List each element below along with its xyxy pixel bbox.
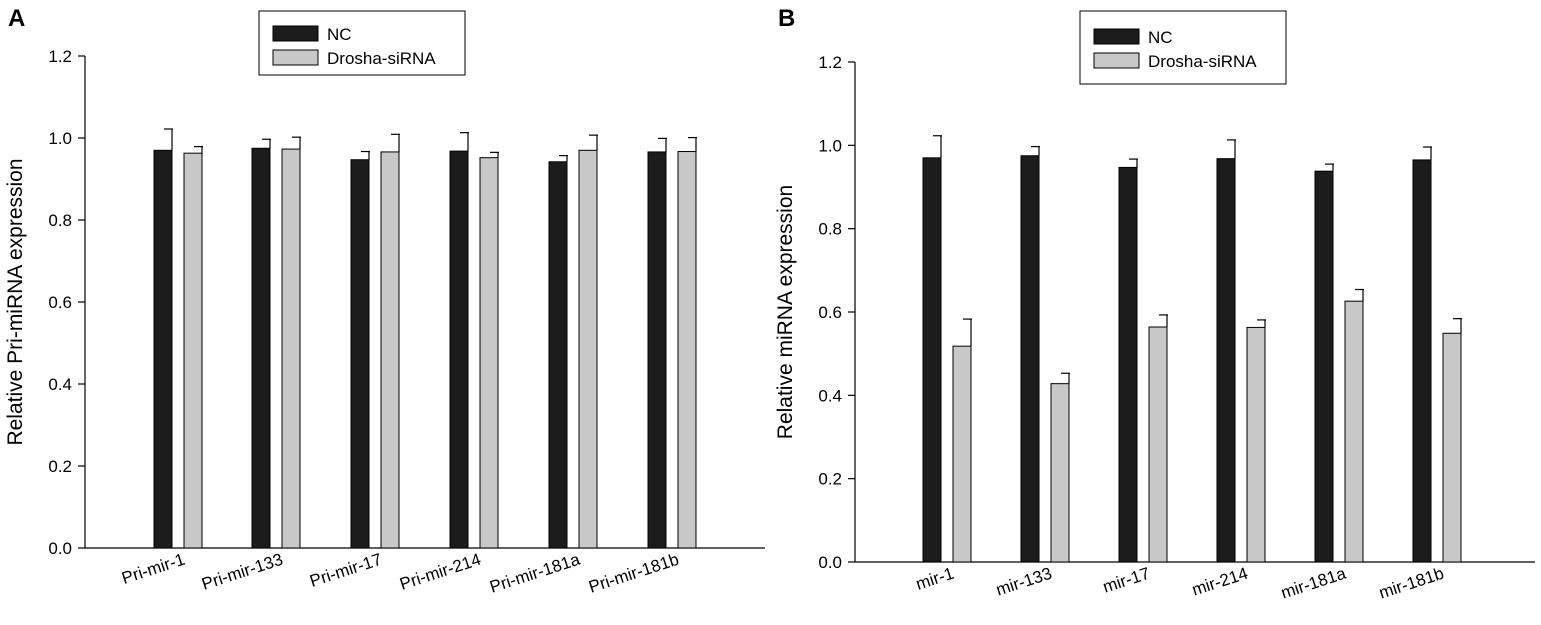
bar-drosha-pri-mir-181a	[578, 149, 598, 549]
bar-nc-pri-mir-1	[153, 149, 173, 549]
y-tick-label: 0.4	[48, 375, 72, 394]
bar-nc-mir-214	[1216, 158, 1236, 563]
legend-label: NC	[327, 25, 352, 44]
legend-swatch-nc	[272, 25, 319, 42]
y-axis-title: Relative miRNA expression	[774, 185, 797, 439]
bar-drosha-mir-214	[1246, 326, 1266, 563]
bar-drosha-pri-mir-133	[281, 148, 301, 549]
y-axis-title: Relative Pri-miRNA expression	[4, 158, 27, 445]
bar-nc-pri-mir-133	[251, 147, 271, 549]
x-category-label: mir-214	[1190, 564, 1251, 600]
x-category-label: Pri-mir-214	[397, 550, 483, 594]
x-category-label: Pri-mir-133	[199, 550, 285, 594]
x-category-label: Pri-mir-17	[307, 550, 384, 591]
bar-nc-pri-mir-181b	[647, 151, 667, 549]
bar-drosha-pri-mir-17	[380, 151, 400, 549]
legend-box	[1079, 10, 1287, 85]
bar-nc-pri-mir-17	[350, 159, 370, 549]
x-category-label: Pri-mir-181a	[487, 550, 582, 597]
y-tick-label: 0.2	[818, 470, 842, 489]
panel-label: A	[8, 5, 25, 32]
y-tick-label: 0.2	[48, 457, 72, 476]
y-tick-label: 1.0	[818, 136, 842, 155]
x-category-label: Pri-mir-1	[119, 550, 187, 588]
y-tick-label: 1.2	[818, 53, 842, 72]
legend: NC Drosha-siRNA	[1079, 10, 1287, 85]
legend-swatch-drosha	[1093, 52, 1140, 69]
y-tick-label: 1.2	[48, 47, 72, 66]
y-tick-label: 0.6	[818, 303, 842, 322]
bar-nc-mir-1	[922, 157, 942, 563]
bar-drosha-mir-181a	[1344, 300, 1364, 563]
x-category-label: Pri-mir-181b	[586, 550, 681, 597]
bar-nc-mir-17	[1118, 166, 1138, 563]
x-category-label: mir-1	[914, 564, 957, 594]
legend-label: Drosha-siRNA	[327, 49, 436, 68]
y-tick-label: 1.0	[48, 129, 72, 148]
legend-swatch-nc	[1093, 28, 1140, 45]
y-tick-label: 0.6	[48, 293, 72, 312]
bar-drosha-pri-mir-1	[183, 152, 203, 549]
bar-drosha-mir-133	[1050, 383, 1070, 563]
bar-drosha-pri-mir-181b	[677, 151, 697, 549]
x-category-label: mir-133	[994, 564, 1055, 600]
panel-label: B	[778, 5, 795, 32]
x-category-label: mir-17	[1101, 564, 1153, 597]
bar-nc-mir-181a	[1314, 170, 1334, 563]
bar-nc-mir-133	[1020, 155, 1040, 563]
y-tick-label: 0.0	[818, 553, 842, 572]
bar-drosha-mir-17	[1148, 326, 1168, 563]
bar-nc-pri-mir-214	[449, 150, 469, 549]
x-category-label: mir-181a	[1279, 564, 1349, 603]
legend-label: NC	[1148, 28, 1173, 47]
y-tick-label: 0.8	[48, 211, 72, 230]
y-tick-label: 0.8	[818, 220, 842, 239]
x-category-label: mir-181b	[1377, 564, 1447, 603]
legend-swatch-drosha	[272, 49, 319, 66]
panel-a: A 0.0 0.2 0.4 0.6 0.8 1.0 1.2 Relative Pri-miRNA…	[4, 5, 765, 597]
panel-b: B 0.0 0.2 0.4 0.6 0.8 1.0 1.2 Relative miRNA exp…	[774, 5, 1535, 603]
y-tick-label: 0.4	[818, 386, 842, 405]
legend-label: Drosha-siRNA	[1148, 52, 1257, 71]
y-tick-label: 0.0	[48, 539, 72, 558]
bar-drosha-pri-mir-214	[479, 157, 499, 549]
bar-nc-pri-mir-181a	[548, 161, 568, 549]
bar-drosha-mir-1	[952, 345, 972, 563]
bar-nc-mir-181b	[1412, 159, 1432, 563]
legend: NC Drosha-siRNA	[258, 10, 466, 76]
bar-drosha-mir-181b	[1442, 332, 1462, 563]
